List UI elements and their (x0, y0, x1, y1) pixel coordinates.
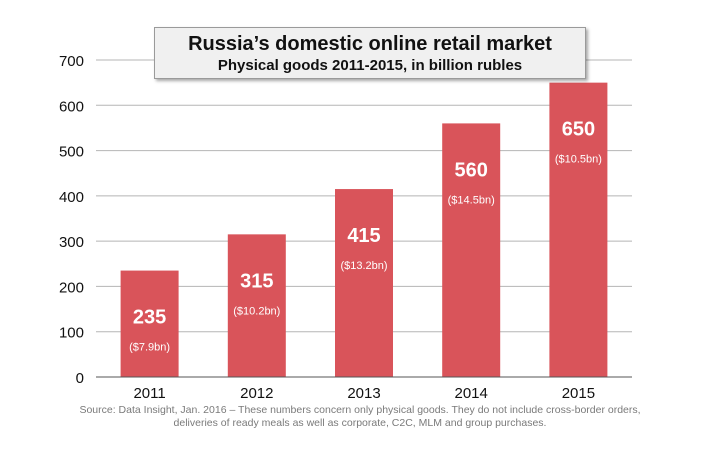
bar-usd-label: ($7.9bn) (129, 342, 170, 354)
y-tick-label: 200 (59, 279, 84, 296)
x-tick-label: 2015 (562, 385, 595, 402)
x-tick-label: 2012 (240, 385, 273, 402)
bar (549, 82, 608, 378)
y-tick-label: 300 (59, 234, 84, 251)
bars: 235 ($7.9bn) 315 ($10.2bn) 415 ($13.2bn) 560 ($… (120, 82, 608, 378)
y-tick-label: 100 (59, 325, 84, 342)
bar (227, 234, 286, 377)
bar-usd-label: ($13.2bn) (340, 260, 387, 272)
source-note: Source: Data Insight, Jan. 2016 – These … (60, 404, 660, 430)
source-line-1: Source: Data Insight, Jan. 2016 – These … (79, 404, 641, 416)
y-tick-label: 0 (76, 370, 84, 387)
y-tick-label: 400 (59, 189, 84, 206)
x-axis-ticks: 2011 2012 2013 2014 2015 (133, 385, 595, 402)
bar (120, 270, 179, 377)
bar-usd-label: ($10.5bn) (555, 154, 602, 166)
bar-value-label: 650 (562, 119, 595, 141)
chart-title: Russia’s domestic online retail market (188, 33, 552, 55)
chart-subtitle: Physical goods 2011-2015, in billion rub… (217, 57, 523, 74)
bar-value-label: 415 (347, 225, 380, 247)
bar (442, 123, 501, 378)
y-tick-label: 700 (59, 53, 84, 70)
bar-usd-label: ($14.5bn) (448, 194, 495, 206)
x-tick-label: 2014 (455, 385, 488, 402)
x-tick-label: 2013 (347, 385, 380, 402)
bar-value-label: 235 (133, 307, 166, 329)
bar-value-label: 315 (240, 270, 273, 292)
y-tick-label: 600 (59, 98, 84, 115)
chart-title-box: Russia’s domestic online retail market P… (154, 27, 586, 79)
bar-value-label: 560 (455, 159, 488, 181)
y-axis-ticks: 0 100 200 300 400 500 600 700 (59, 53, 84, 387)
bar (335, 189, 393, 377)
x-tick-label: 2011 (133, 385, 165, 402)
y-tick-label: 500 (59, 144, 84, 161)
source-line-2: deliveries of ready meals as well as cor… (173, 417, 547, 429)
bar-usd-label: ($10.2bn) (233, 305, 280, 317)
